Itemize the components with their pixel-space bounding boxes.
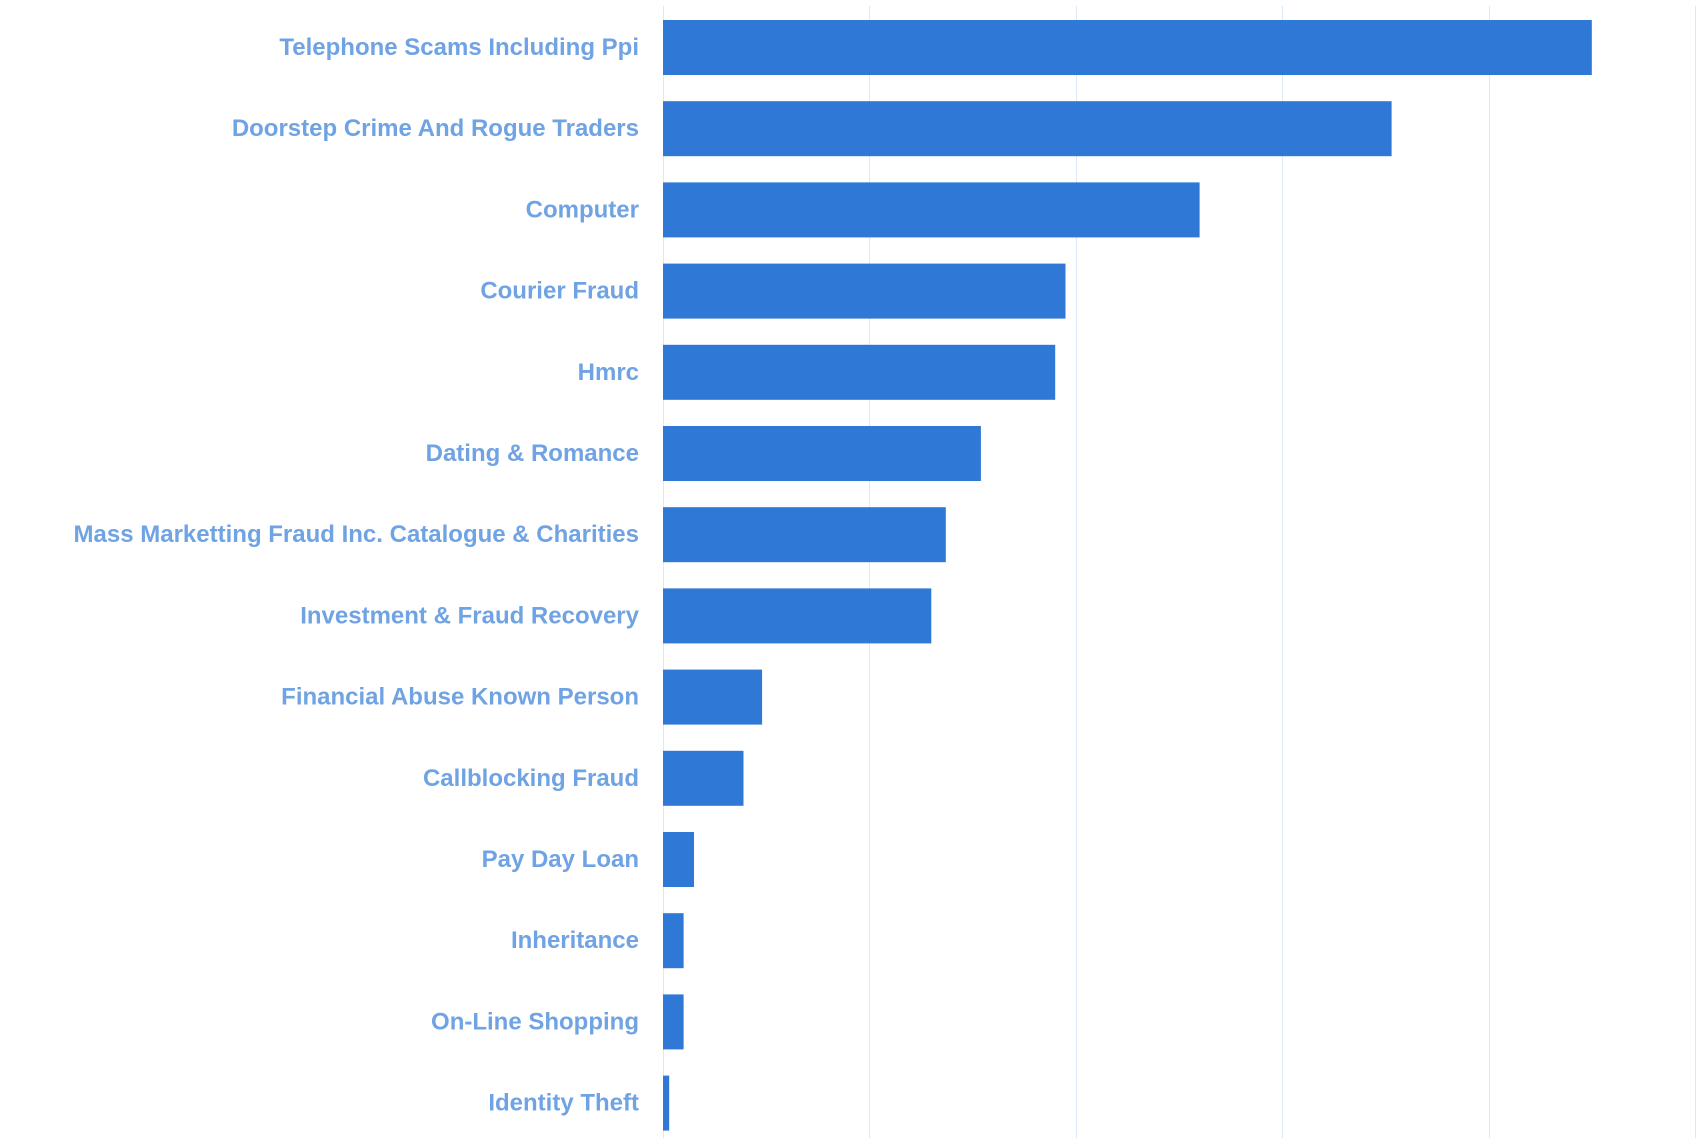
category-label: Doorstep Crime And Rogue Traders (232, 115, 639, 142)
category-label: Dating & Romance (426, 440, 639, 467)
bar (663, 101, 1392, 157)
category-label: Mass Marketting Fraud Inc. Catalogue & C… (74, 521, 639, 548)
bar (663, 426, 981, 481)
bar-layer (663, 20, 1592, 1131)
bar (663, 507, 946, 563)
bar (663, 182, 1200, 238)
bar (663, 20, 1592, 75)
category-label: On-Line Shopping (431, 1008, 639, 1035)
grid-layer (663, 6, 1696, 1138)
bar (663, 994, 684, 1050)
category-label: Financial Abuse Known Person (281, 684, 639, 711)
bar (663, 669, 763, 725)
bar (663, 344, 1056, 400)
bar (663, 913, 684, 969)
category-label: Telephone Scams Including Ppi (279, 34, 639, 61)
label-layer: Telephone Scams Including Ppi Doorstep Cr… (74, 34, 640, 1117)
category-label: Computer (526, 196, 639, 223)
category-label: Callblocking Fraud (423, 765, 639, 792)
category-label: Pay Day Loan (482, 846, 639, 873)
bar (663, 588, 932, 644)
category-label: Investment & Fraud Recovery (300, 602, 639, 629)
bar (663, 263, 1066, 319)
bar (663, 1075, 670, 1131)
category-label: Inheritance (511, 927, 639, 954)
category-label: Hmrc (578, 359, 639, 386)
category-label: Identity Theft (488, 1090, 639, 1117)
category-label: Courier Fraud (480, 278, 639, 305)
bar (663, 832, 694, 887)
bar (663, 750, 744, 806)
